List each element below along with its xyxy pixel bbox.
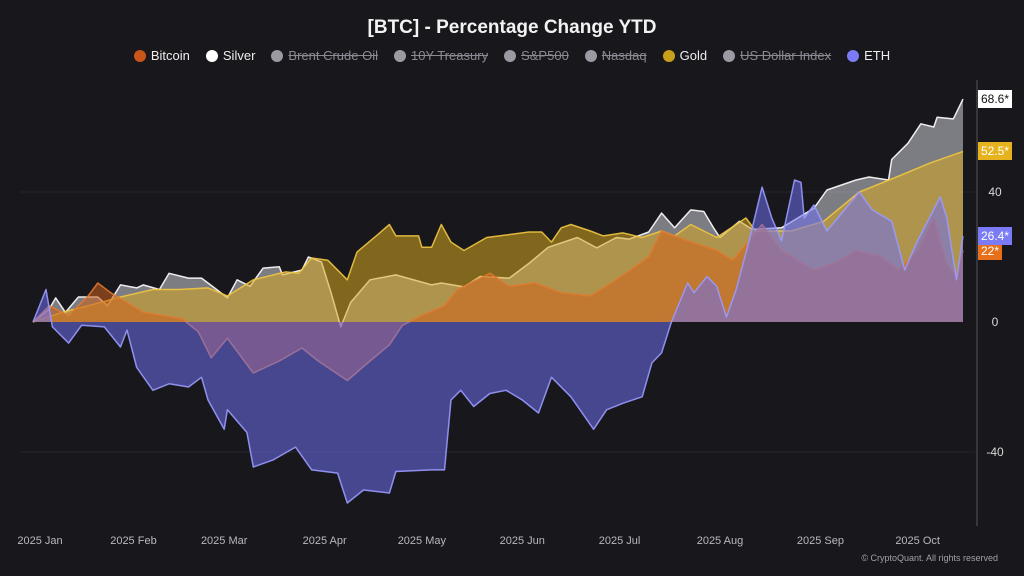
legend-label: ETH xyxy=(864,48,891,63)
legend-label: S&P500 xyxy=(521,48,569,63)
y-tick-label: 0 xyxy=(992,315,999,329)
legend-dot-icon xyxy=(205,49,218,62)
legend-dot-icon xyxy=(847,49,860,62)
legend-label: Silver xyxy=(222,48,256,63)
eth-area xyxy=(33,180,963,503)
legend-item-nasdaq[interactable]: Nasdaq xyxy=(584,48,647,63)
legend-item-brent-crude-oil[interactable]: Brent Crude Oil xyxy=(271,48,378,63)
bitcoin-last-value-badge: 22* xyxy=(978,241,1003,260)
legend-label: Nasdaq xyxy=(601,48,647,63)
legend-dot-icon xyxy=(394,49,406,62)
x-tick-label: 2025 Jun xyxy=(500,535,545,547)
y-tick-label: -40 xyxy=(986,445,1004,459)
x-tick-label: 2025 Feb xyxy=(110,535,156,547)
x-tick-label: 2025 Mar xyxy=(201,535,248,547)
legend-item-gold[interactable]: Gold xyxy=(662,48,708,63)
legend-label: Gold xyxy=(679,48,708,63)
legend-dot-icon xyxy=(662,49,675,62)
legend-label: 10Y Treasury xyxy=(411,48,489,63)
legend-item-us-dollar-index[interactable]: US Dollar Index xyxy=(723,48,831,63)
x-tick-label: 2025 Oct xyxy=(895,535,940,547)
legend-label: Bitcoin xyxy=(150,48,190,63)
gold-last-value-badge: 52.5* xyxy=(978,142,1013,161)
x-tick-label: 2025 Sep xyxy=(797,535,844,547)
legend-item-sp500[interactable]: S&P500 xyxy=(504,48,569,63)
legend-label: Brent Crude Oil xyxy=(288,48,378,63)
copyright-footer: © CryptoQuant. All rights reserved xyxy=(861,553,998,563)
y-tick-label: 40 xyxy=(988,185,1002,199)
legend-label: US Dollar Index xyxy=(740,48,832,63)
legend-dot-icon xyxy=(271,49,284,62)
legend-item-bitcoin[interactable]: Bitcoin xyxy=(133,48,190,63)
silver-last-value-badge: 68.6* xyxy=(978,90,1013,109)
legend-dot-icon xyxy=(723,49,736,62)
eth-line xyxy=(32,179,964,504)
legend-dot-icon xyxy=(133,49,146,62)
eth-last-value-badge: 26.4* xyxy=(978,227,1013,246)
legend-dot-icon xyxy=(504,49,517,62)
x-tick-label: 2025 Jan xyxy=(17,535,62,547)
x-tick-label: 2025 Aug xyxy=(697,535,744,547)
legend: Bitcoin Silver Brent Crude Oil 10Y Treas… xyxy=(0,48,1024,63)
gold-line xyxy=(32,150,964,323)
x-tick-label: 2025 Apr xyxy=(303,535,347,547)
legend-item-10y-treasury[interactable]: 10Y Treasury xyxy=(394,48,488,63)
x-tick-label: 2025 May xyxy=(398,535,447,547)
legend-dot-icon xyxy=(584,49,597,62)
x-tick-label: 2025 Jul xyxy=(599,535,641,547)
chart-title: [BTC] - Percentage Change YTD xyxy=(367,17,657,38)
legend-item-eth[interactable]: ETH xyxy=(847,48,890,63)
legend-item-silver[interactable]: Silver xyxy=(205,48,256,63)
